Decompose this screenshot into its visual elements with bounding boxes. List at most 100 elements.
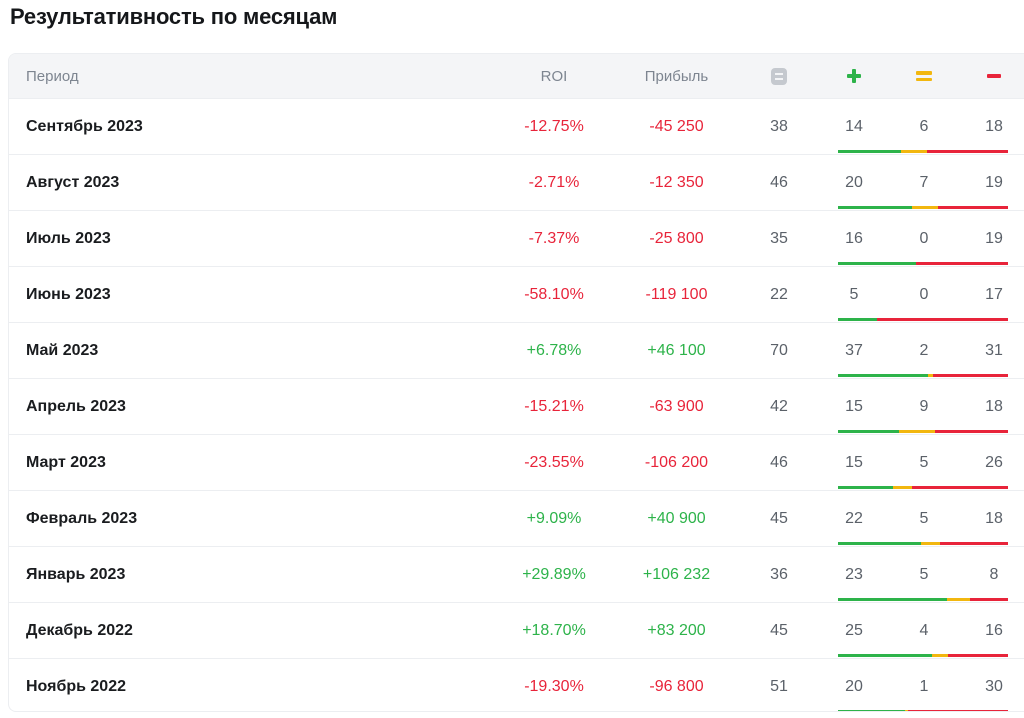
column-header-draws[interactable] — [894, 54, 954, 98]
table-row[interactable]: Январь 2023 +29.89% +106 232 36 23 5 8 — [9, 546, 1024, 602]
cell-bets-count: 42 — [770, 397, 788, 415]
cell-bets-count: 70 — [770, 341, 788, 359]
monthly-performance-table: Период ROI Прибыль Сентябрь 2023 -12.75% -… — [8, 53, 1024, 712]
draw-segment — [904, 710, 908, 711]
cell-draws: 0 — [919, 229, 929, 247]
cell-losses: 18 — [985, 397, 1003, 415]
draw-segment — [921, 542, 940, 545]
cell-roi: -15.21% — [524, 397, 584, 415]
table-row[interactable]: Декабрь 2022 +18.70% +83 200 45 25 4 16 — [9, 602, 1024, 658]
win-segment — [838, 374, 928, 377]
cell-profit: +106 232 — [642, 565, 711, 583]
win-segment — [838, 150, 901, 153]
column-header-roi[interactable]: ROI — [540, 67, 568, 85]
loss-segment — [937, 206, 1008, 209]
table-row[interactable]: Апрель 2023 -15.21% -63 900 42 15 9 18 — [9, 378, 1024, 434]
cell-wins: 20 — [845, 173, 863, 191]
draw-segment — [898, 430, 936, 433]
loss-segment — [935, 430, 1008, 433]
cell-wins: 16 — [845, 229, 863, 247]
column-header-losses[interactable] — [964, 54, 1024, 98]
win-segment — [838, 654, 933, 657]
cell-roi: -7.37% — [528, 229, 580, 247]
cell-bets-count: 22 — [770, 285, 788, 303]
cell-profit: -106 200 — [644, 453, 709, 471]
draw-segment — [893, 486, 912, 489]
table-row[interactable]: Август 2023 -2.71% -12 350 46 20 7 19 — [9, 154, 1024, 210]
cell-bets-count: 46 — [770, 453, 788, 471]
cell-losses: 17 — [985, 285, 1003, 303]
cell-profit: -96 800 — [649, 677, 704, 695]
cell-roi: -19.30% — [524, 677, 584, 695]
cell-losses: 30 — [985, 677, 1003, 695]
page-title: Результативность по месяцам — [10, 4, 338, 29]
cell-roi: -23.55% — [524, 453, 584, 471]
cell-period: Май 2023 — [26, 341, 99, 359]
cell-profit: +40 900 — [647, 509, 706, 527]
cell-profit: -119 100 — [645, 285, 708, 303]
table-row[interactable]: Май 2023 +6.78% +46 100 70 37 2 31 — [9, 322, 1024, 378]
cell-losses: 31 — [985, 341, 1003, 359]
win-segment — [838, 710, 905, 711]
cell-losses: 19 — [985, 173, 1003, 191]
cell-wins: 15 — [845, 453, 863, 471]
cell-draws: 4 — [919, 621, 929, 639]
cell-bets-count: 35 — [770, 229, 788, 247]
cell-period: Сентябрь 2023 — [26, 117, 143, 135]
cell-profit: -12 350 — [649, 173, 704, 191]
results-ratio-bar — [838, 150, 1008, 153]
results-ratio-bar — [838, 430, 1008, 433]
cell-bets-count: 45 — [770, 509, 788, 527]
loss-segment — [947, 654, 1008, 657]
cell-wins: 37 — [845, 341, 863, 359]
cell-losses: 18 — [985, 117, 1003, 135]
cell-profit: +46 100 — [647, 341, 706, 359]
column-header-period[interactable]: Период — [26, 67, 79, 85]
loss-segment — [970, 598, 1008, 601]
table-row[interactable]: Март 2023 -23.55% -106 200 46 15 5 26 — [9, 434, 1024, 490]
column-header-wins[interactable] — [824, 54, 884, 98]
draw-segment — [900, 150, 928, 153]
cell-draws: 9 — [919, 397, 929, 415]
minus-icon — [987, 74, 1001, 78]
cell-roi: +6.78% — [526, 341, 582, 359]
table-row[interactable]: Ноябрь 2022 -19.30% -96 800 51 20 1 30 — [9, 658, 1024, 711]
table-header: Период ROI Прибыль — [9, 54, 1024, 98]
cell-period: Январь 2023 — [26, 565, 126, 583]
win-segment — [838, 318, 877, 321]
table-row[interactable]: Сентябрь 2023 -12.75% -45 250 38 14 6 18 — [9, 98, 1024, 154]
cell-losses: 19 — [985, 229, 1003, 247]
table-row[interactable]: Июль 2023 -7.37% -25 800 35 16 0 19 — [9, 210, 1024, 266]
document-icon — [771, 67, 787, 85]
cell-losses: 18 — [985, 509, 1003, 527]
cell-draws: 1 — [919, 677, 929, 695]
win-segment — [838, 486, 894, 489]
cell-wins: 15 — [845, 397, 863, 415]
loss-segment — [876, 318, 1008, 321]
table-body: Сентябрь 2023 -12.75% -45 250 38 14 6 18 Август… — [9, 98, 1024, 711]
cell-roi: -12.75% — [524, 117, 584, 135]
table-row[interactable]: Февраль 2023 +9.09% +40 900 45 22 5 18 — [9, 490, 1024, 546]
loss-segment — [907, 710, 1008, 711]
draw-segment — [911, 206, 938, 209]
cell-period: Март 2023 — [26, 453, 106, 471]
cell-bets-count: 36 — [770, 565, 788, 583]
cell-draws: 2 — [919, 341, 929, 359]
cell-draws: 5 — [919, 453, 929, 471]
cell-bets-count: 46 — [770, 173, 788, 191]
cell-roi: -58.10% — [524, 285, 584, 303]
column-header-profit[interactable]: Прибыль — [644, 67, 709, 85]
results-ratio-bar — [838, 710, 1008, 711]
results-ratio-bar — [838, 542, 1008, 545]
results-ratio-bar — [838, 654, 1008, 657]
loss-segment — [915, 262, 1008, 265]
draw-segment — [932, 654, 948, 657]
loss-segment — [911, 486, 1008, 489]
column-header-bets-count[interactable] — [744, 54, 814, 98]
cell-bets-count: 45 — [770, 621, 788, 639]
cell-profit: +83 200 — [647, 621, 706, 639]
cell-wins: 25 — [845, 621, 863, 639]
table-row[interactable]: Июнь 2023 -58.10% -119 100 22 5 0 17 — [9, 266, 1024, 322]
cell-losses: 16 — [985, 621, 1003, 639]
loss-segment — [932, 374, 1008, 377]
